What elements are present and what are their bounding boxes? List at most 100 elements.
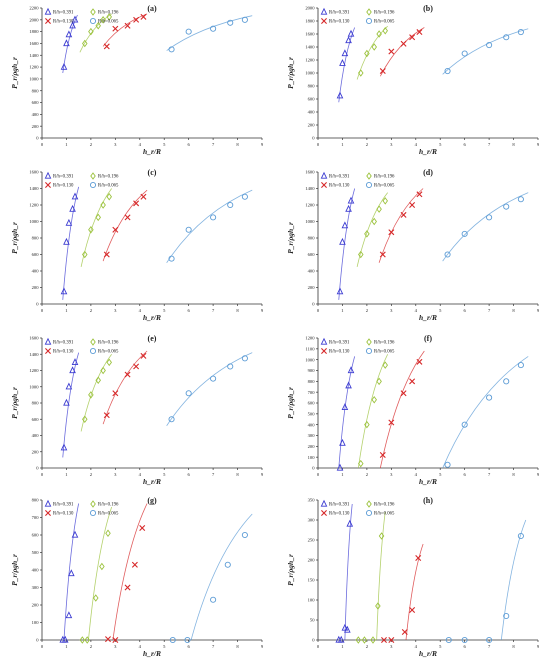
data-point	[486, 214, 493, 221]
x-tick-label: 6	[188, 644, 191, 649]
data-point	[95, 21, 101, 30]
x-tick-label: 8	[512, 644, 515, 649]
data-point	[461, 421, 468, 428]
panel-label: (a)	[147, 4, 157, 13]
data-point	[400, 40, 407, 47]
data-point	[416, 29, 423, 36]
legend-entry: R/h=0.130	[53, 184, 74, 189]
data-point	[376, 205, 382, 213]
panel-label: (h)	[423, 496, 433, 505]
x-tick-label: 6	[464, 644, 467, 649]
data-point	[82, 415, 88, 424]
data-point	[388, 637, 395, 643]
x-tick-label: 7	[212, 472, 215, 477]
x-tick-label: 0	[317, 644, 320, 649]
y-tick-label: 250	[308, 538, 316, 543]
legend-marker	[320, 171, 328, 179]
data-point	[355, 636, 362, 644]
x-tick-label: 3	[114, 644, 117, 649]
data-point	[68, 569, 75, 577]
data-point	[341, 623, 349, 631]
legend-marker	[365, 17, 373, 25]
legend-marker	[320, 499, 328, 507]
y-axis-label: P_r/ρgh_r	[286, 222, 295, 254]
x-tick-label: 8	[236, 472, 239, 477]
data-point	[486, 42, 493, 49]
data-point	[60, 287, 68, 295]
data-point	[168, 46, 175, 53]
data-point	[88, 391, 94, 399]
legend-marker	[44, 499, 52, 507]
data-point	[347, 366, 355, 374]
chart-panel: 0 1 2 3 4 5 6 7 8 9 0 100 200 300 400 500 600 700 800 900 10…	[286, 334, 540, 486]
x-tick-label: 8	[236, 142, 239, 147]
legend-entry: R/h=0.065	[98, 350, 119, 355]
data-point	[185, 28, 192, 35]
y-tick-label: 600	[32, 533, 40, 538]
y-tick-label: 400	[32, 433, 40, 438]
data-point	[95, 376, 101, 385]
series-fit-line	[166, 189, 253, 263]
series-fit-line	[378, 188, 424, 263]
x-tick-label: 7	[212, 308, 215, 313]
x-tick-label: 6	[464, 308, 467, 313]
legend-marker	[321, 348, 327, 354]
y-tick-label: 400	[308, 269, 316, 274]
legend-marker	[45, 182, 51, 188]
chart-panel: 0 1 2 3 4 5 6 7 8 9 0 200 400 600 800 1000 1200 1400 1600 1…	[10, 4, 264, 156]
legend-entry: R/h=0.130	[53, 512, 74, 517]
x-tick-label: 2	[366, 644, 369, 649]
series-fit-line	[63, 503, 80, 641]
y-tick-label: 0	[36, 136, 39, 141]
legend-entry: R/h=0.391	[329, 11, 350, 16]
data-point	[185, 226, 192, 233]
data-point	[105, 636, 111, 643]
y-tick-label: 1200	[29, 65, 39, 70]
y-tick-label: 200	[32, 449, 40, 454]
data-point	[65, 382, 73, 390]
x-axis-label: h_r/R	[143, 313, 161, 322]
data-point	[140, 193, 147, 200]
legend-entry: R/h=0.130	[329, 350, 350, 355]
data-point	[336, 463, 344, 471]
data-point	[486, 636, 493, 644]
x-tick-label: 8	[512, 142, 515, 147]
x-axis-label: h_r/R	[143, 649, 161, 658]
data-point	[341, 403, 349, 410]
legend-marker	[321, 182, 327, 188]
y-tick-label: 1000	[305, 357, 315, 362]
legend-marker	[366, 338, 372, 346]
legend-marker	[45, 348, 51, 354]
y-tick-label: 1400	[29, 352, 39, 357]
data-point	[371, 217, 377, 226]
series-fit-line	[500, 519, 527, 641]
data-point	[339, 237, 346, 245]
x-tick-label: 2	[90, 308, 93, 313]
legend-entry: R/h=0.065	[374, 512, 395, 517]
legend-entry: R/h=0.196	[374, 341, 395, 346]
y-tick-label: 700	[32, 515, 40, 520]
x-tick-label: 5	[163, 644, 166, 649]
series-fit-line	[102, 350, 148, 425]
panel-label: (d)	[423, 168, 433, 177]
x-tick-label: 9	[261, 472, 264, 477]
data-point	[415, 555, 422, 561]
y-tick-label: 150	[308, 578, 316, 583]
data-point	[79, 636, 86, 644]
x-tick-label: 5	[163, 308, 166, 313]
y-axis-label: P_r/ρgh_r	[10, 57, 19, 89]
y-tick-label: 300	[308, 518, 316, 523]
series-fit-line	[379, 27, 425, 77]
data-point	[69, 204, 76, 212]
chart-panel: 0 1 2 3 4 5 6 7 8 9 0 200 400 600 800 1000 1200 1400 1600 (…	[286, 168, 540, 322]
data-point	[444, 68, 451, 75]
data-point	[227, 363, 234, 370]
panel-label: (e)	[148, 334, 157, 343]
x-tick-label: 9	[261, 308, 264, 313]
data-point	[409, 202, 416, 208]
series-fit-line	[442, 28, 529, 75]
data-point	[370, 636, 376, 644]
y-tick-label: 1000	[29, 384, 39, 389]
x-tick-label: 6	[464, 472, 467, 477]
y-tick-label: 700	[308, 390, 316, 395]
